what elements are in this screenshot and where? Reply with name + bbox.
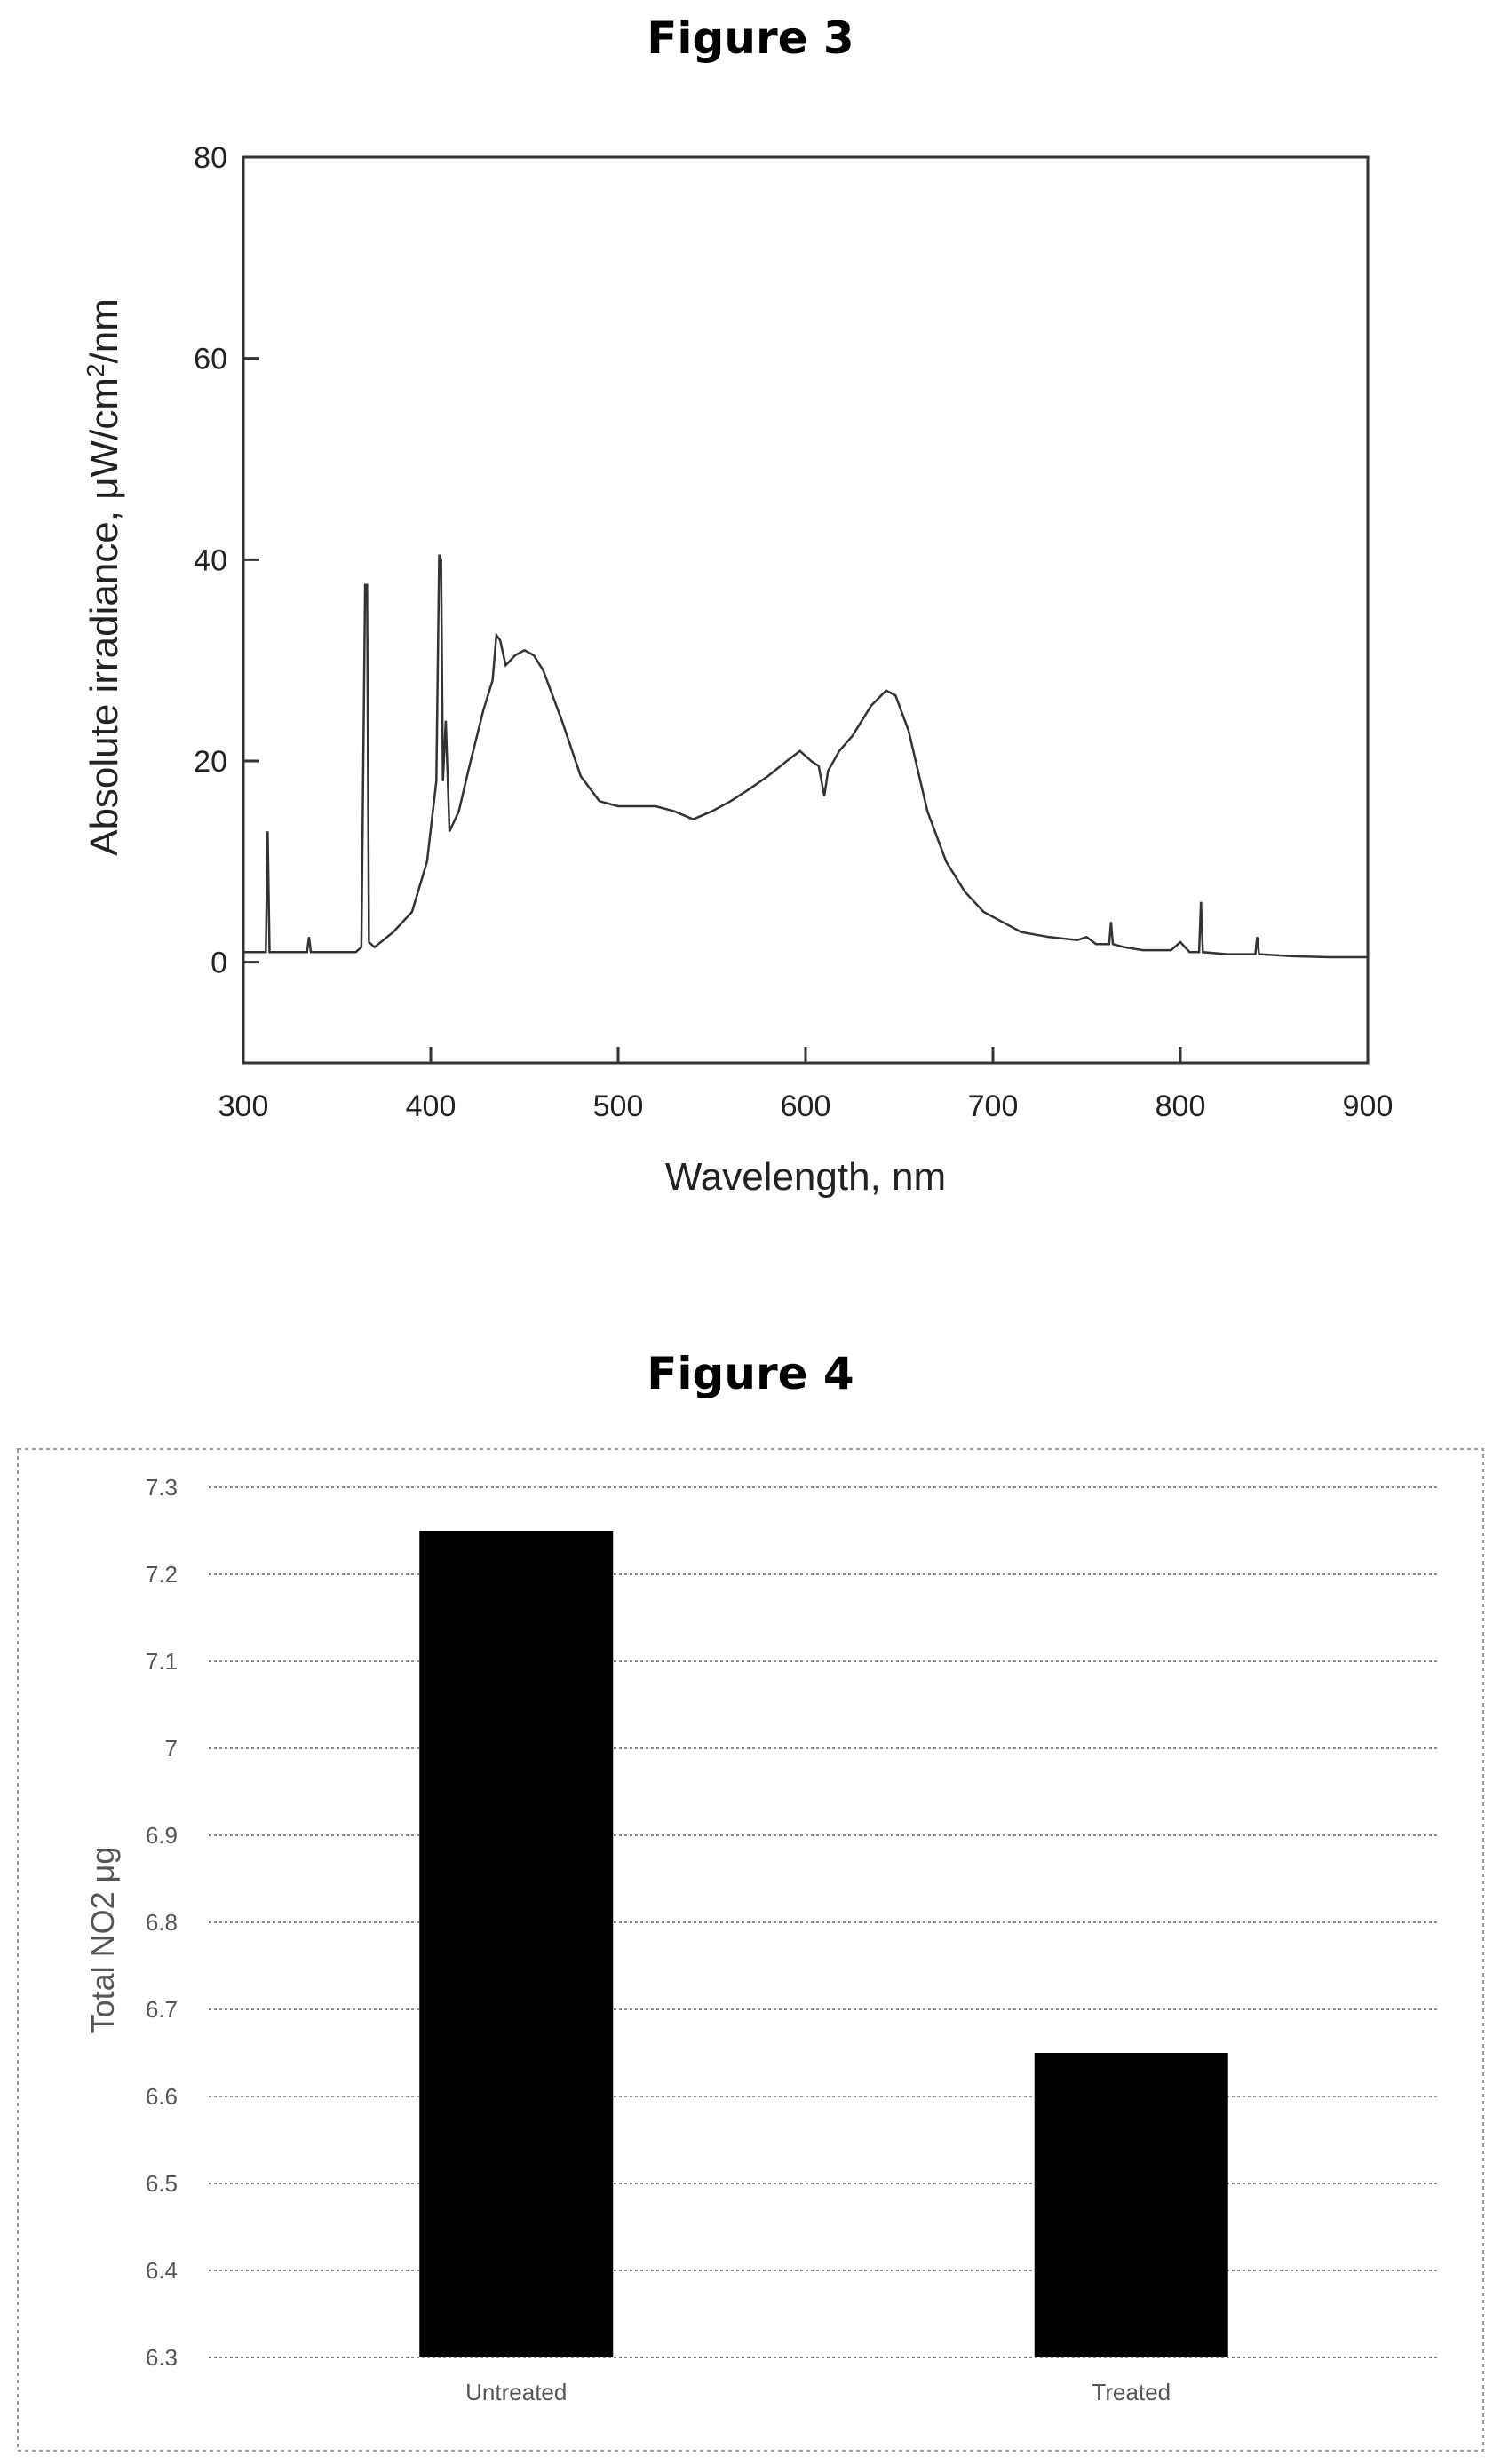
y-tick-label: 60: [194, 343, 227, 376]
x-axis-label: Wavelength, nm: [665, 1155, 946, 1199]
spectrum-line: [243, 554, 1368, 959]
y-tick-label: 7.2: [146, 1561, 178, 1588]
bar-untreated: [419, 1531, 614, 2357]
x-tick-label: 300: [218, 1089, 269, 1123]
y-tick-label: 80: [194, 141, 227, 175]
y-tick-label: 6.4: [146, 2257, 178, 2284]
x-tick-label: 600: [781, 1089, 831, 1123]
y-axis-label: Absolute irradiance, μW/cm2/nm: [82, 298, 127, 856]
y-tick-label: 6.5: [146, 2170, 178, 2197]
x-tick-label: 400: [406, 1089, 457, 1123]
y-tick-label: 6.9: [146, 1822, 178, 1849]
y-tick-label: 7.1: [146, 1648, 178, 1675]
figure-3-chart: 300 400 500 600 700 800 900 0 20 40 60 80 Wavelengt…: [82, 141, 1394, 1199]
y-tick-label: 0: [210, 947, 227, 980]
y-tick-label: 6.3: [146, 2344, 178, 2371]
y-axis-label: Total NO2 μg: [84, 1847, 121, 2034]
x-tick-label: 500: [593, 1089, 644, 1123]
x-tick-label: 700: [968, 1089, 1019, 1123]
y-tick-label: 6.8: [146, 1909, 178, 1936]
x-tick-label: 900: [1343, 1089, 1394, 1123]
y-tick-label: 40: [194, 543, 227, 577]
y-tick-label: 6.7: [146, 1996, 178, 2023]
y-tick-label: 6.6: [146, 2083, 178, 2110]
y-tick-label: 7.3: [146, 1474, 178, 1501]
x-tick-label: Untreated: [465, 2379, 567, 2405]
x-tick-label: 800: [1156, 1089, 1206, 1123]
chart-border: [17, 1448, 1484, 2452]
x-tick-label: Treated: [1092, 2379, 1171, 2405]
figure-3-title: Figure 3: [647, 12, 854, 64]
y-tick-label: 7: [165, 1735, 178, 1762]
bar-treated: [1034, 2053, 1228, 2357]
y-tick-label: 20: [194, 745, 227, 779]
figure-4-title: Figure 4: [647, 1348, 854, 1399]
